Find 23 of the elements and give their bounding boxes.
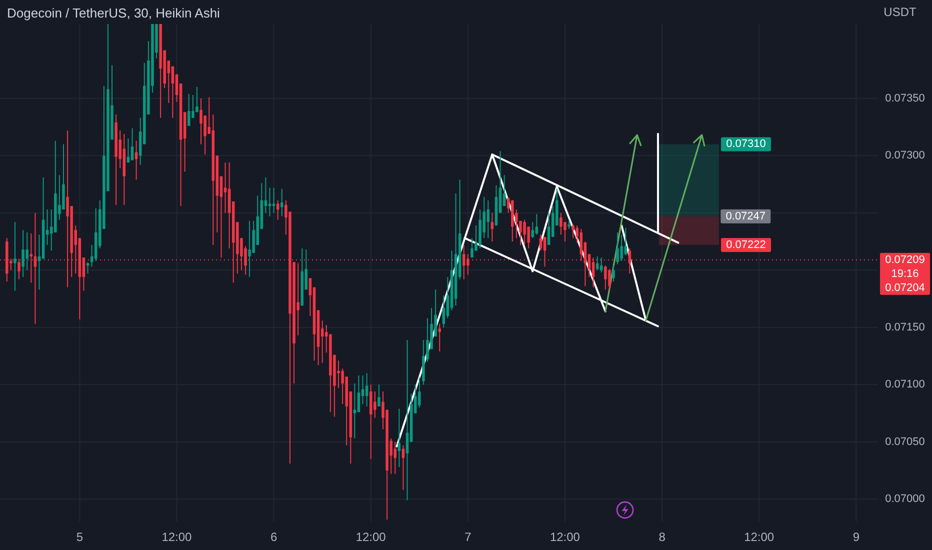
y-axis-title: USDT bbox=[884, 5, 917, 19]
x-tick-label: 12:00 bbox=[744, 530, 774, 544]
x-tick-label: 6 bbox=[270, 530, 278, 544]
x-tick-label: 9 bbox=[852, 530, 860, 544]
y-tick-label: 0.07350 bbox=[885, 92, 925, 104]
x-tick-label: 12:00 bbox=[162, 530, 192, 544]
ref-line-label: 0.07209 bbox=[885, 254, 925, 266]
y-tick-label: 0.07150 bbox=[885, 321, 925, 334]
band-label: 0.07222 bbox=[726, 238, 766, 251]
x-tick-label: 12:00 bbox=[550, 530, 580, 544]
y-tick-label: 0.07100 bbox=[885, 378, 925, 391]
band-label: 0.07310 bbox=[726, 138, 766, 150]
x-tick-label: 8 bbox=[658, 530, 666, 544]
text: 19:16 bbox=[891, 268, 919, 280]
text: 0.07204 bbox=[885, 282, 925, 294]
x-tick-label: 12:00 bbox=[356, 530, 386, 544]
x-tick-label: 5 bbox=[76, 530, 84, 544]
x-tick-label: 7 bbox=[464, 530, 472, 544]
annotation: 0.07247 bbox=[726, 210, 766, 222]
chart-title: Dogecoin / TetherUS, 30, Heikin Ashi bbox=[7, 6, 220, 20]
y-tick-label: 0.07000 bbox=[885, 493, 925, 506]
y-tick-label: 0.07050 bbox=[885, 436, 925, 448]
y-tick-label: 0.07300 bbox=[885, 150, 925, 162]
